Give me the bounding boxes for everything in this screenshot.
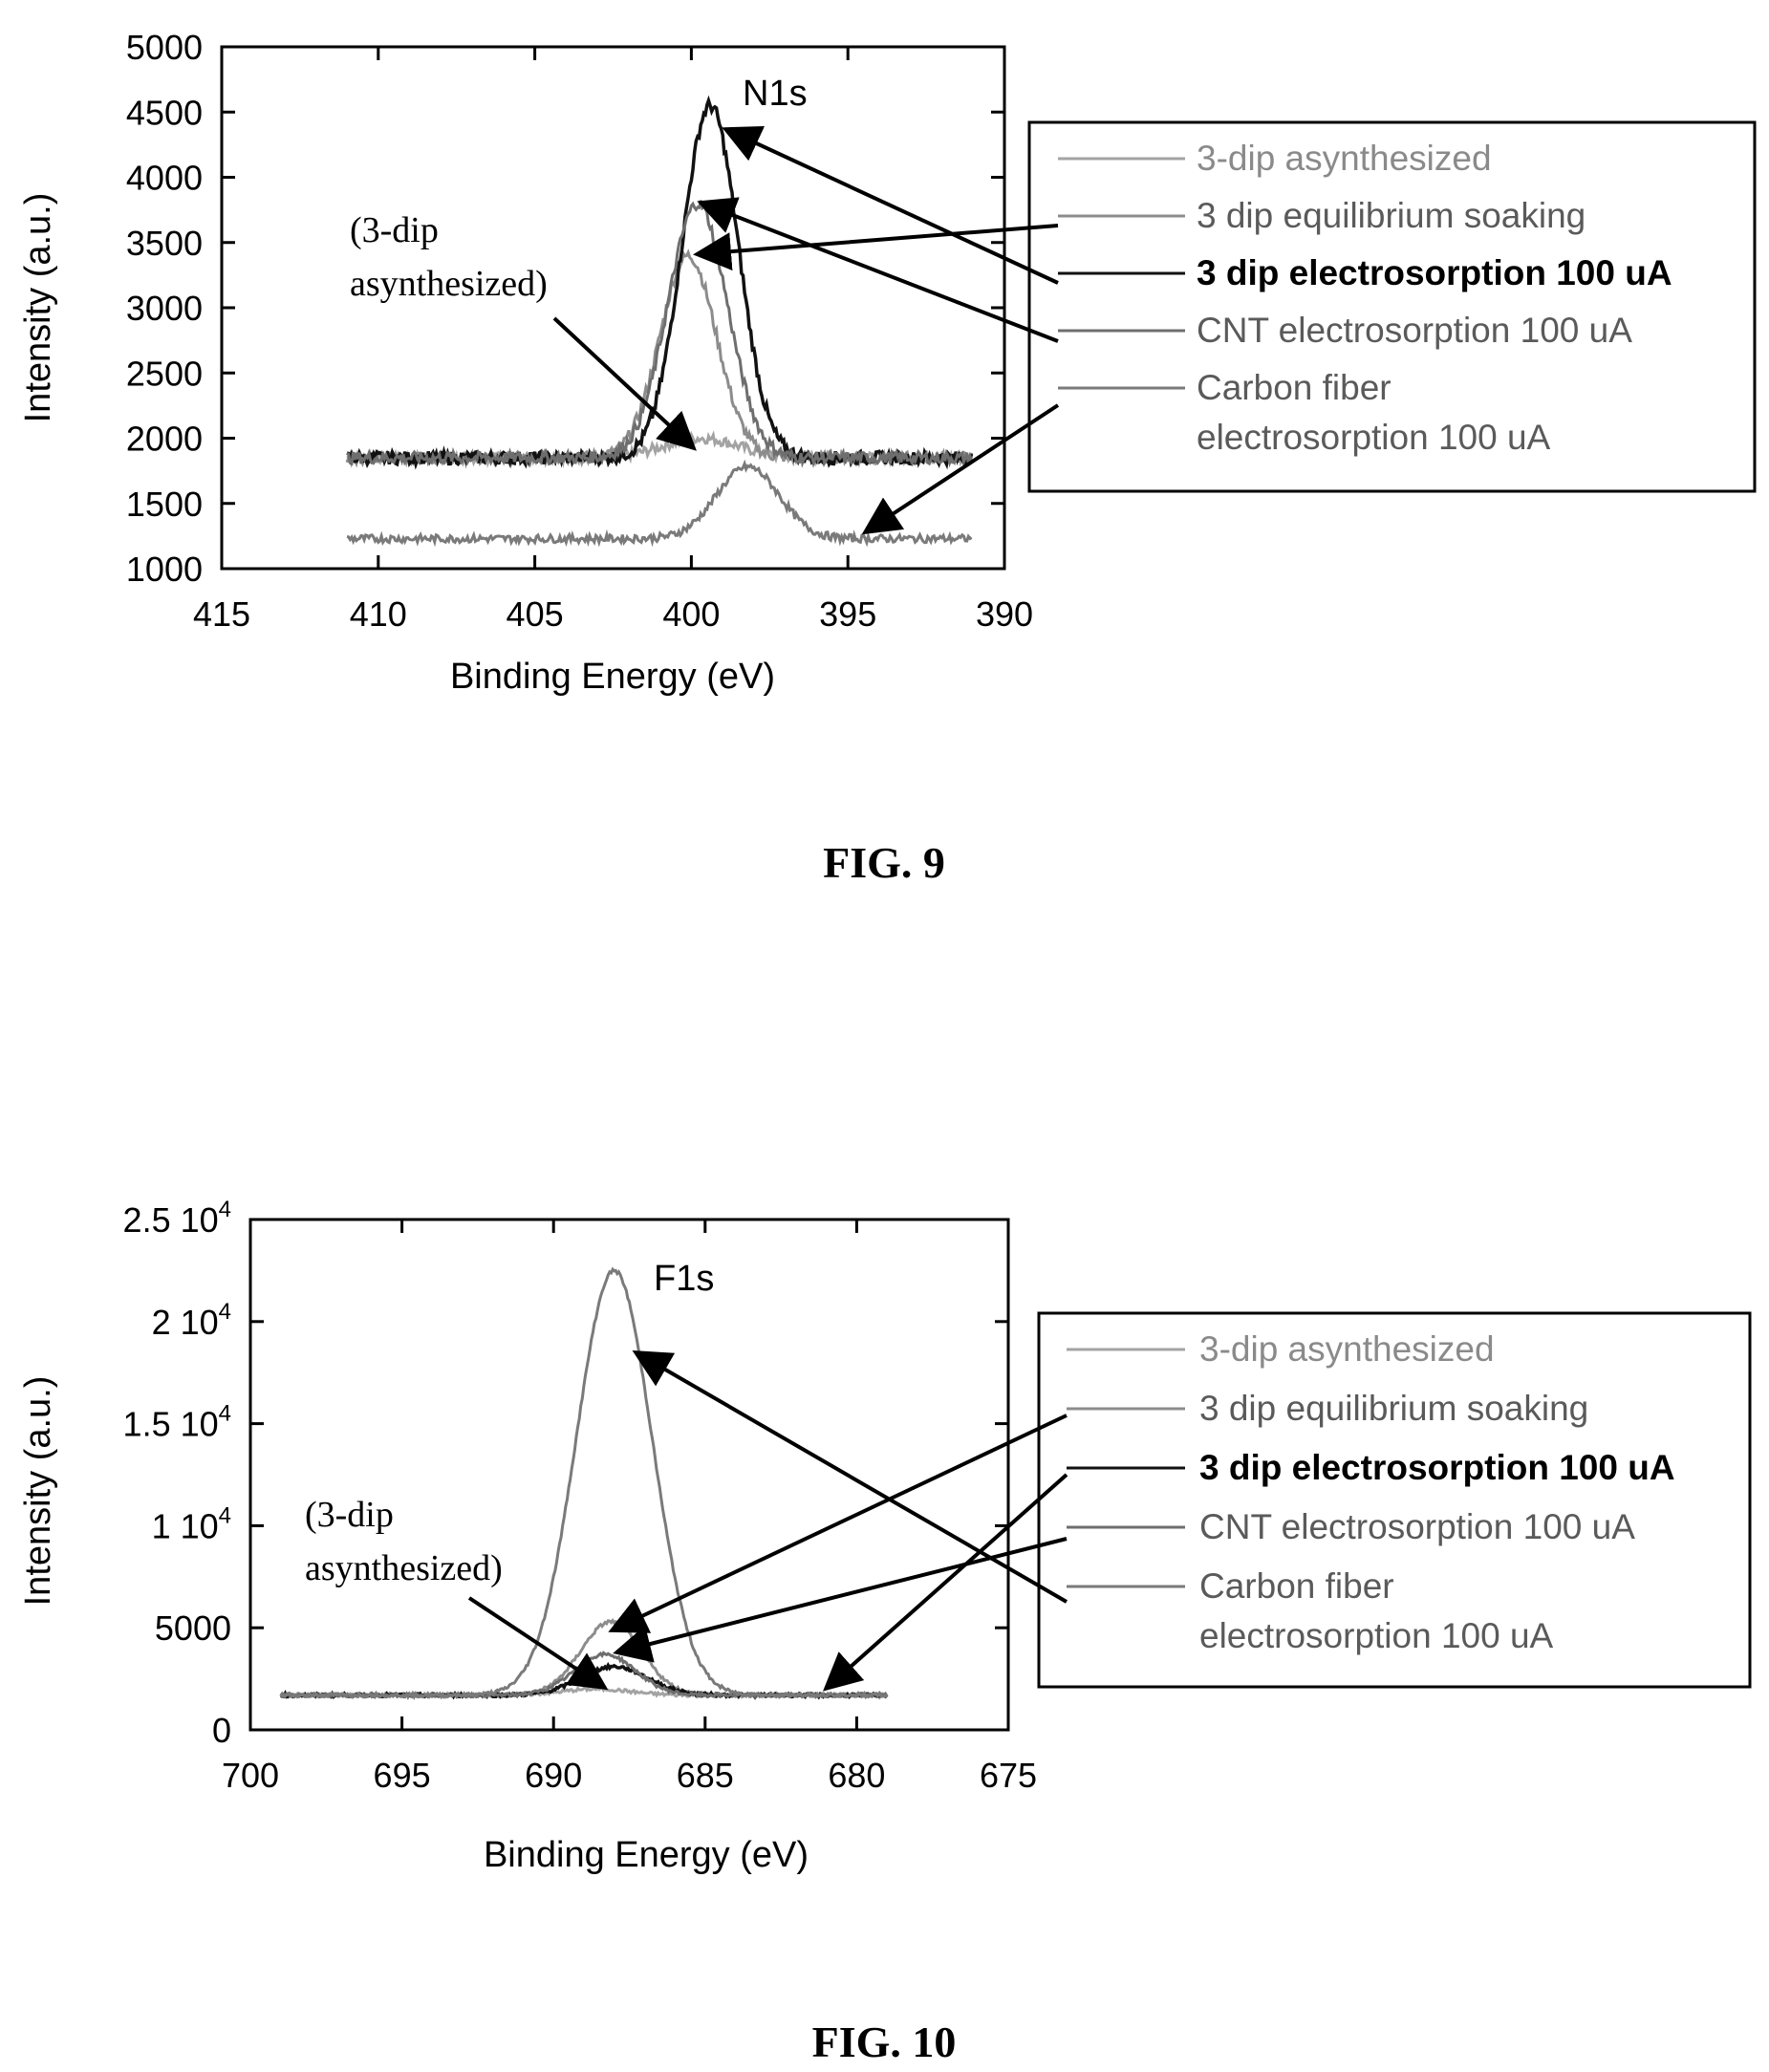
- legend-label: Carbon fiber electrosorption 100 uA: [1197, 368, 1551, 457]
- figure-caption-fig9: FIG. 9: [823, 838, 945, 887]
- plot-frame-fig9: [220, 45, 1006, 571]
- series-group-fig9: [345, 95, 974, 548]
- plot-frame-fig10: [248, 1218, 1010, 1732]
- arrow-fig10-carbonfiber: [632, 1349, 1068, 1604]
- y-tick-label: 1500: [126, 485, 203, 524]
- x-tick-label: 685: [677, 1756, 734, 1795]
- legend-label: CNT electrosorption 100 uA: [1197, 311, 1632, 350]
- y-tick-label: 1 104: [152, 1502, 231, 1545]
- y-tick-label: 2500: [126, 354, 203, 393]
- series-line: [346, 459, 973, 548]
- arrow-fig10-asynth: [467, 1596, 609, 1691]
- y-tick-exponent: 4: [219, 1401, 231, 1427]
- legend-label: Carbon fiber electrosorption 100 uA: [1199, 1566, 1554, 1655]
- annotation-fig9-line1: (3-dip: [350, 210, 439, 250]
- y-tick-label: 3500: [126, 224, 203, 263]
- x-axis-ticks-fig9: 415 410 405 400 395 390: [193, 47, 1033, 634]
- legend-fig10: 3-dip asynthesized 3 dip equilibrium soak…: [1067, 1329, 1675, 1655]
- figure-caption-fig10: FIG. 10: [812, 2018, 957, 2066]
- annotation-fig10-line2: asynthesized): [305, 1548, 503, 1588]
- series-line: [279, 1617, 888, 1700]
- series-group-fig10: [279, 1266, 889, 1701]
- x-tick-label: 690: [525, 1756, 582, 1795]
- x-tick-label: 395: [819, 594, 876, 634]
- y-axis-label-fig10: Intensity (a.u.): [18, 1376, 58, 1607]
- y-axis-label-fig9: Intensity (a.u.): [18, 193, 58, 423]
- figure-9: 1000 1500 2000 2500 3000 3500 4000 4500 5000 415…: [18, 28, 1757, 887]
- y-tick-label: 4000: [126, 159, 203, 198]
- x-tick-label: 700: [222, 1756, 279, 1795]
- legend-label-line1: Carbon fiber: [1197, 368, 1391, 407]
- annotation-arrows-fig10: [467, 1349, 1068, 1692]
- series-line: [280, 1661, 889, 1700]
- x-tick-label: 390: [976, 594, 1033, 634]
- peak-label-fig10: F1s: [654, 1259, 714, 1299]
- arrow-fig10-equilibrium: [608, 1414, 1068, 1633]
- legend-label: 3 dip equilibrium soaking: [1197, 196, 1586, 235]
- y-tick-exponent: 4: [219, 1197, 231, 1222]
- x-axis-label-fig10: Binding Energy (eV): [484, 1835, 809, 1875]
- arrow-fig10-electrosorption: [823, 1473, 1068, 1692]
- series-line: [346, 200, 973, 468]
- x-tick-label: 405: [507, 594, 564, 634]
- legend-box-fig10: [1037, 1311, 1752, 1689]
- y-axis-ticks-fig9: 1000 1500 2000 2500 3000 3500 4000 4500 5000: [126, 28, 1004, 589]
- legend-label: CNT electrosorption 100 uA: [1199, 1507, 1635, 1546]
- y-axis-ticks-fig10: 0 5000 1 104 1.5 104 2 104 2.5 104: [123, 1197, 1008, 1750]
- x-tick-label: 400: [662, 594, 720, 634]
- y-tick-label: 2000: [126, 420, 203, 459]
- y-tick-exponent: 4: [219, 1299, 231, 1325]
- series-line: [279, 1266, 889, 1701]
- legend-label-line2: electrosorption 100 uA: [1197, 418, 1551, 457]
- legend-label-line2: electrosorption 100 uA: [1199, 1616, 1554, 1655]
- x-tick-label: 695: [374, 1756, 431, 1795]
- y-tick-label: 5000: [155, 1608, 231, 1648]
- figure-10: 0 5000 1 104 1.5 104 2 104 2.5 104 700 695 690 6…: [18, 1197, 1752, 2066]
- legend-label-line1: Carbon fiber: [1199, 1566, 1394, 1606]
- legend-label: 3 dip equilibrium soaking: [1199, 1389, 1588, 1428]
- x-tick-label: 415: [193, 594, 250, 634]
- y-tick-label: 0: [212, 1711, 231, 1750]
- legend-label: 3 dip electrosorption 100 uA: [1199, 1448, 1675, 1487]
- annotation-fig10-line1: (3-dip: [305, 1495, 394, 1535]
- x-tick-label: 675: [980, 1756, 1037, 1795]
- y-tick-label: 2.5 104: [123, 1197, 231, 1240]
- legend-fig9: 3-dip asynthesized 3 dip equilibrium soak…: [1058, 139, 1672, 457]
- x-tick-label: 680: [828, 1756, 885, 1795]
- y-tick-label: 1000: [126, 550, 203, 589]
- arrow-fig9-equilibrium: [693, 224, 1059, 271]
- y-tick-label: 1.5 104: [123, 1401, 231, 1444]
- x-axis-ticks-fig10: 700 695 690 685 680 675: [222, 1219, 1037, 1795]
- y-tick-label: 4500: [126, 93, 203, 132]
- y-tick-exponent: 4: [219, 1502, 231, 1528]
- annotation-arrows-fig9: [552, 125, 1060, 535]
- legend-label: 3-dip asynthesized: [1197, 139, 1492, 178]
- peak-label-fig9: N1s: [743, 74, 808, 114]
- y-tick-label: 5000: [126, 28, 203, 67]
- annotation-fig9-line2: asynthesized): [350, 264, 548, 304]
- legend-label: 3-dip asynthesized: [1199, 1329, 1495, 1369]
- legend-box-fig9: [1027, 120, 1757, 493]
- x-tick-label: 410: [350, 594, 407, 634]
- arrow-fig9-carbonfiber: [861, 403, 1060, 535]
- arrow-fig9-electrosorption: [722, 125, 1059, 285]
- arrow-fig9-asynth: [552, 316, 697, 451]
- arrow-fig9-cnt: [697, 197, 1059, 343]
- x-axis-label-fig9: Binding Energy (eV): [450, 657, 775, 697]
- legend-label: 3 dip electrosorption 100 uA: [1197, 253, 1672, 292]
- y-tick-label: 3000: [126, 289, 203, 328]
- y-tick-label: 2 104: [152, 1299, 231, 1342]
